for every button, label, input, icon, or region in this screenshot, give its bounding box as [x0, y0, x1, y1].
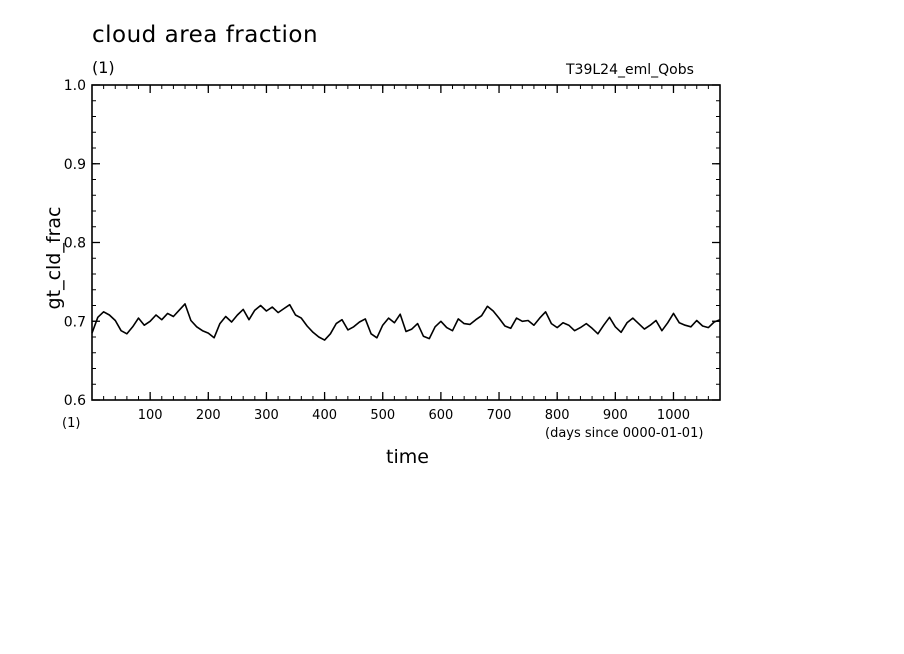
- x-axis-label: time: [386, 446, 429, 468]
- x-tick-label: 300: [254, 408, 279, 423]
- chart-title: cloud area fraction: [92, 22, 319, 48]
- y-axis-label: gt_cld_frac: [43, 206, 65, 310]
- x-tick-label: 1000: [657, 408, 690, 423]
- x-tick-label: 600: [428, 408, 453, 423]
- data-line: [91, 303, 721, 341]
- y-tick-label: 0.6: [64, 393, 86, 409]
- y-tick-label: 0.8: [64, 236, 86, 252]
- experiment-label: T39L24_eml_Qobs: [566, 62, 694, 78]
- x-tick-label: 800: [545, 408, 570, 423]
- x-unit-label: (days since 0000-01-01): [545, 426, 704, 441]
- x-tick-label: 400: [312, 408, 337, 423]
- x-tick-label: 700: [487, 408, 512, 423]
- y-tick-label: 0.9: [64, 157, 86, 173]
- x-tick-label: 900: [603, 408, 628, 423]
- plot-frame: [91, 84, 721, 401]
- x-tick-label: 100: [138, 408, 163, 423]
- title-unit-label: (1): [92, 58, 115, 77]
- y-tick-label: 0.7: [64, 314, 86, 330]
- y-tick-label: 1.0: [64, 78, 86, 94]
- x-tick-label: 500: [370, 408, 395, 423]
- y-unit-label: (1): [62, 416, 81, 431]
- x-tick-label: 200: [196, 408, 221, 423]
